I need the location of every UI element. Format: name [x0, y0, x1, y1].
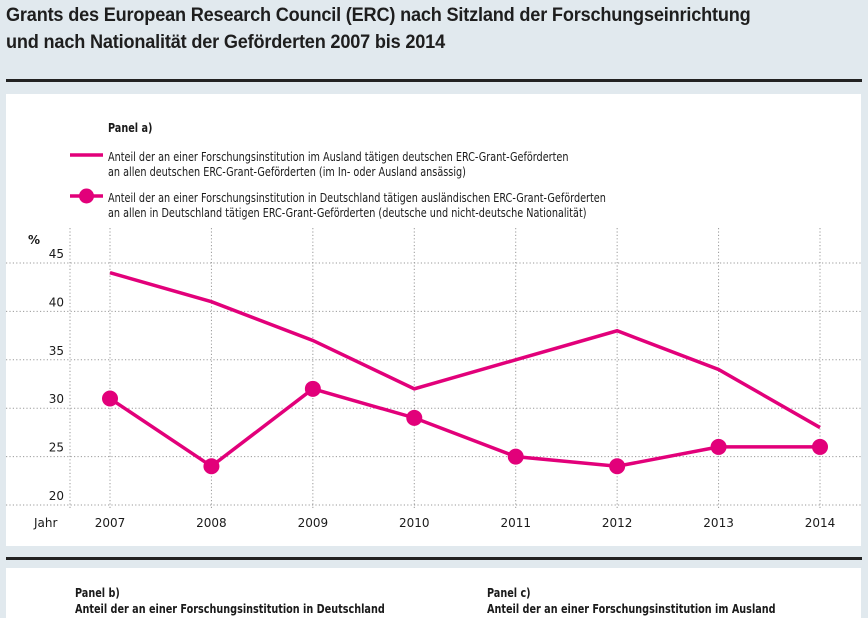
title-line-2: und nach Nationalität der Geförderten 20…	[6, 31, 445, 53]
x-tick-label: 2008	[196, 516, 227, 530]
y-tick-label: 40	[49, 295, 64, 309]
series-2-point	[507, 448, 524, 465]
y-axis-unit-label: %	[28, 233, 40, 247]
y-tick-label: 35	[49, 344, 64, 358]
panel-b-text: Anteil der an einer Forschungsinstitutio…	[75, 601, 385, 616]
legend-series-2-line-1: Anteil der an einer Forschungsinstitutio…	[108, 190, 606, 205]
y-tick-label: 45	[49, 247, 64, 261]
panel-a-label: Panel a)	[108, 120, 153, 135]
legend-series-2-line-2: an allen in Deutschland tätigen ERC-Gran…	[108, 205, 587, 220]
x-tick-label: 2012	[602, 516, 633, 530]
legend-line-swatch	[70, 153, 103, 157]
legend-dot-swatch	[70, 188, 103, 204]
x-tick-label: 2013	[703, 516, 734, 530]
x-tick-label: 2011	[500, 516, 531, 530]
x-tick-label: 2010	[399, 516, 430, 530]
series-2-point	[203, 458, 220, 475]
x-tick-label: 2009	[298, 516, 329, 530]
panel-c-label: Panel c)	[487, 585, 531, 600]
series-2-line	[109, 386, 820, 469]
series-1-line	[109, 270, 821, 430]
x-tick-label: 2014	[805, 516, 836, 530]
x-axis-label: Jahr	[33, 516, 57, 530]
title-line-1: Grants des European Research Council (ER…	[6, 4, 751, 26]
x-tick-label: 2007	[95, 516, 126, 530]
y-tick-label: 25	[49, 441, 64, 455]
series-2-point	[304, 380, 321, 397]
y-tick-label: 20	[49, 489, 64, 503]
series-2-point	[710, 438, 727, 455]
chart-title: Grants des European Research Council (ER…	[6, 2, 804, 56]
series-2-point	[102, 390, 118, 407]
top-divider	[6, 79, 862, 82]
series-2-point	[609, 458, 626, 475]
legend-series-1-line-2: an allen deutschen ERC-Grant-Geförderten…	[108, 164, 466, 179]
legend-series-1-line-1: Anteil der an einer Forschungsinstitutio…	[108, 149, 569, 164]
series-2-point	[812, 438, 828, 455]
bottom-divider	[6, 557, 862, 560]
panel-c-text: Anteil der an einer Forschungsinstitutio…	[487, 601, 776, 616]
panel-bc	[6, 568, 861, 618]
y-tick-label: 30	[49, 392, 64, 406]
series-2-point	[406, 409, 423, 426]
panel-b-label: Panel b)	[75, 585, 120, 600]
